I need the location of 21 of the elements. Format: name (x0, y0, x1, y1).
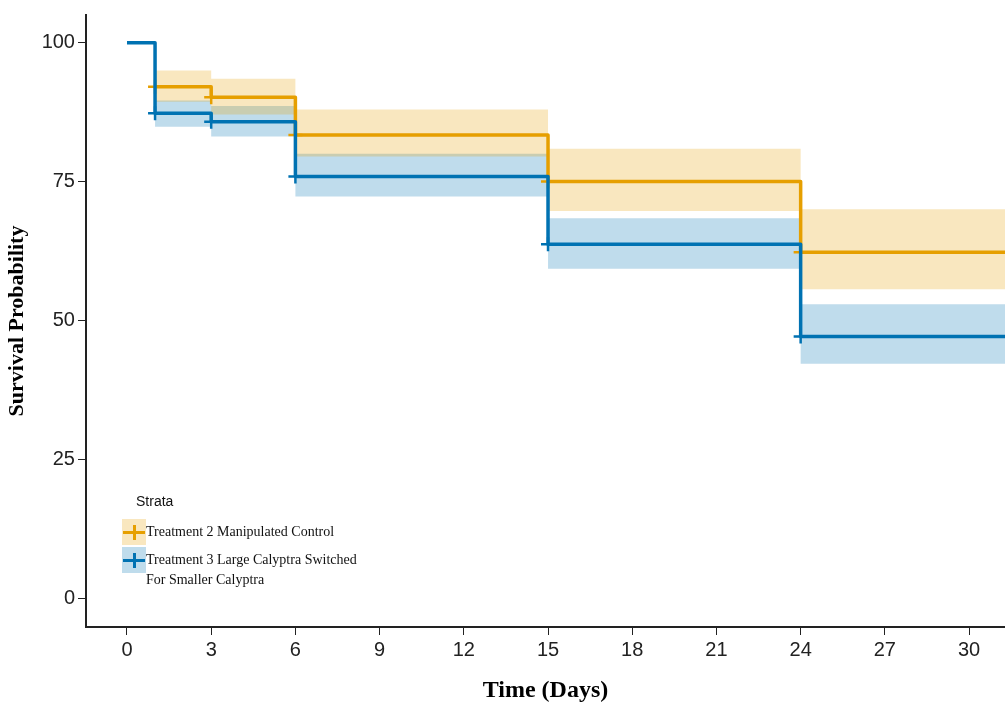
x-tick-label: 21 (705, 637, 728, 660)
x-tick-label: 15 (536, 637, 560, 660)
y-axis-title: Survival Probability (2, 225, 28, 417)
x-tick-label: 12 (452, 637, 475, 660)
x-tick-label: 27 (873, 637, 896, 660)
y-tick-label: 50 (52, 307, 75, 330)
x-tick-label: 9 (374, 637, 386, 660)
y-tick-label: 0 (63, 585, 75, 608)
legend-title: Strata (136, 493, 175, 509)
y-tick-label: 25 (52, 446, 75, 469)
x-tick-label: 30 (957, 637, 981, 660)
x-tick-label: 0 (121, 637, 133, 660)
y-tick-label: 75 (52, 169, 75, 192)
x-tick-label: 3 (205, 637, 217, 660)
x-axis-title: Time (Days) (482, 675, 609, 702)
legend-label: Treatment 3 Large Calyptra Switched For Smaller Calyptra (146, 551, 358, 589)
legend-label: Treatment 2 Manipulated Control (146, 523, 336, 541)
y-tick-label: 100 (41, 30, 75, 53)
x-tick-label: 6 (289, 637, 301, 660)
x-tick-label: 24 (789, 637, 812, 660)
x-tick-label: 18 (621, 637, 644, 660)
